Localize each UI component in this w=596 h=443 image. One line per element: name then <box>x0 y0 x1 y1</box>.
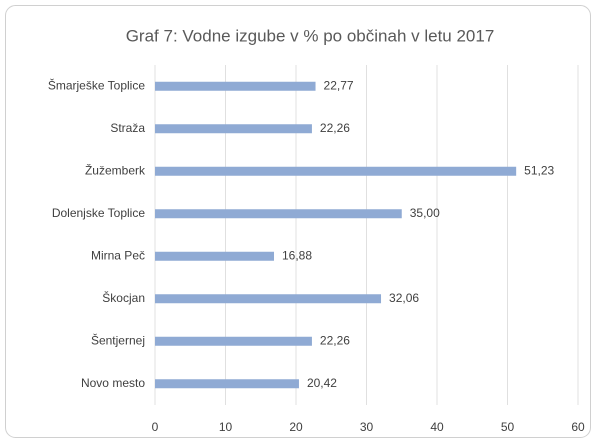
y-tick-label: Žužemberk <box>85 162 146 177</box>
bar <box>155 336 312 346</box>
y-tick-label: Dolenjske Toplice <box>52 206 145 220</box>
bar <box>155 209 402 219</box>
x-tick-label: 50 <box>501 420 515 434</box>
value-label: 22,77 <box>324 78 354 92</box>
value-label: 22,26 <box>320 333 350 347</box>
value-label: 20,42 <box>307 376 337 390</box>
value-label: 22,26 <box>320 121 350 135</box>
y-tick-label: Šmarješke Toplice <box>48 77 145 92</box>
x-tick-label: 10 <box>219 420 233 434</box>
bar <box>155 81 316 91</box>
y-tick-label: Mirna Peč <box>91 248 145 262</box>
bar <box>155 379 299 389</box>
y-tick-label: Novo mesto <box>81 376 145 390</box>
bar <box>155 124 312 134</box>
y-tick-label: Straža <box>110 121 145 135</box>
x-tick-label: 60 <box>571 420 585 434</box>
chart-frame <box>5 5 591 438</box>
value-label: 16,88 <box>282 248 312 262</box>
chart-title: Graf 7: Vodne izgube v % po občinah v le… <box>126 26 495 45</box>
y-tick-label: Šentjernej <box>91 332 145 347</box>
y-tick-label: Škocjan <box>102 290 145 305</box>
value-label: 51,23 <box>524 163 554 177</box>
x-tick-label: 0 <box>152 420 159 434</box>
value-label: 35,00 <box>410 206 440 220</box>
value-label: 32,06 <box>389 291 419 305</box>
bar <box>155 294 382 304</box>
x-tick-label: 20 <box>289 420 303 434</box>
x-tick-label: 40 <box>430 420 444 434</box>
bar <box>155 166 517 176</box>
x-tick-label: 30 <box>360 420 374 434</box>
bar <box>155 251 275 261</box>
